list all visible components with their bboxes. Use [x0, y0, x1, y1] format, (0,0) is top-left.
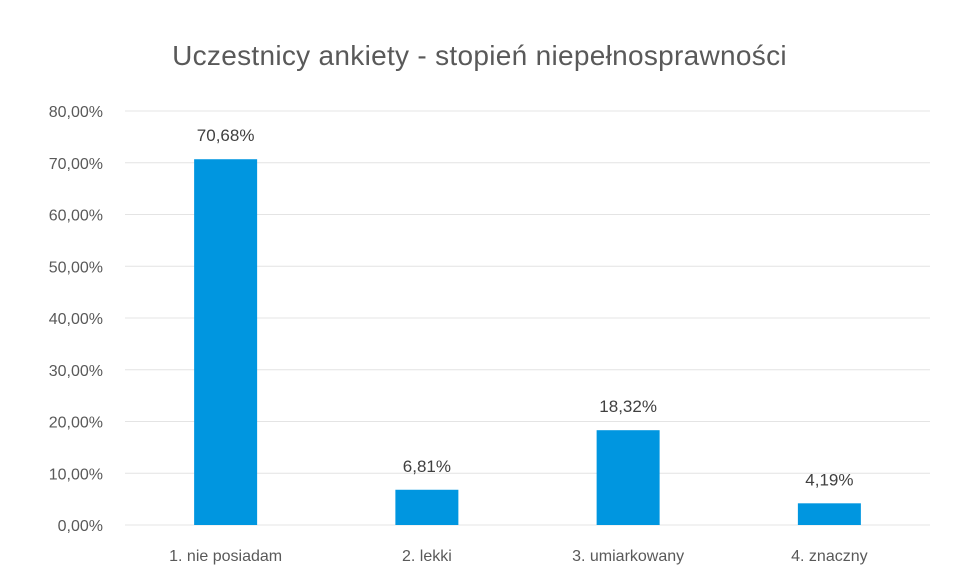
- y-tick-label: 10,00%: [49, 466, 103, 483]
- y-tick-label: 70,00%: [49, 156, 103, 173]
- data-label: 18,32%: [599, 397, 657, 416]
- bar: [194, 159, 258, 525]
- bar: [797, 503, 861, 525]
- data-label: 4,19%: [805, 470, 853, 489]
- bar: [596, 430, 660, 525]
- y-tick-label: 50,00%: [49, 259, 103, 276]
- bar: [395, 489, 459, 525]
- data-label: 6,81%: [403, 457, 451, 476]
- data-label: 70,68%: [197, 126, 255, 145]
- x-category-label: 3. umiarkowany: [572, 548, 684, 565]
- y-tick-label: 80,00%: [49, 104, 103, 121]
- y-tick-label: 0,00%: [58, 518, 103, 535]
- y-tick-label: 30,00%: [49, 363, 103, 380]
- x-category-label: 1. nie posiadam: [169, 548, 282, 565]
- y-tick-label: 60,00%: [49, 208, 103, 225]
- y-tick-label: 40,00%: [49, 311, 103, 328]
- x-category-label: 4. znaczny: [791, 548, 867, 565]
- chart-title: Uczestnicy ankiety - stopień niepełnospr…: [172, 40, 787, 71]
- y-tick-label: 20,00%: [49, 415, 103, 432]
- x-category-label: 2. lekki: [402, 548, 452, 565]
